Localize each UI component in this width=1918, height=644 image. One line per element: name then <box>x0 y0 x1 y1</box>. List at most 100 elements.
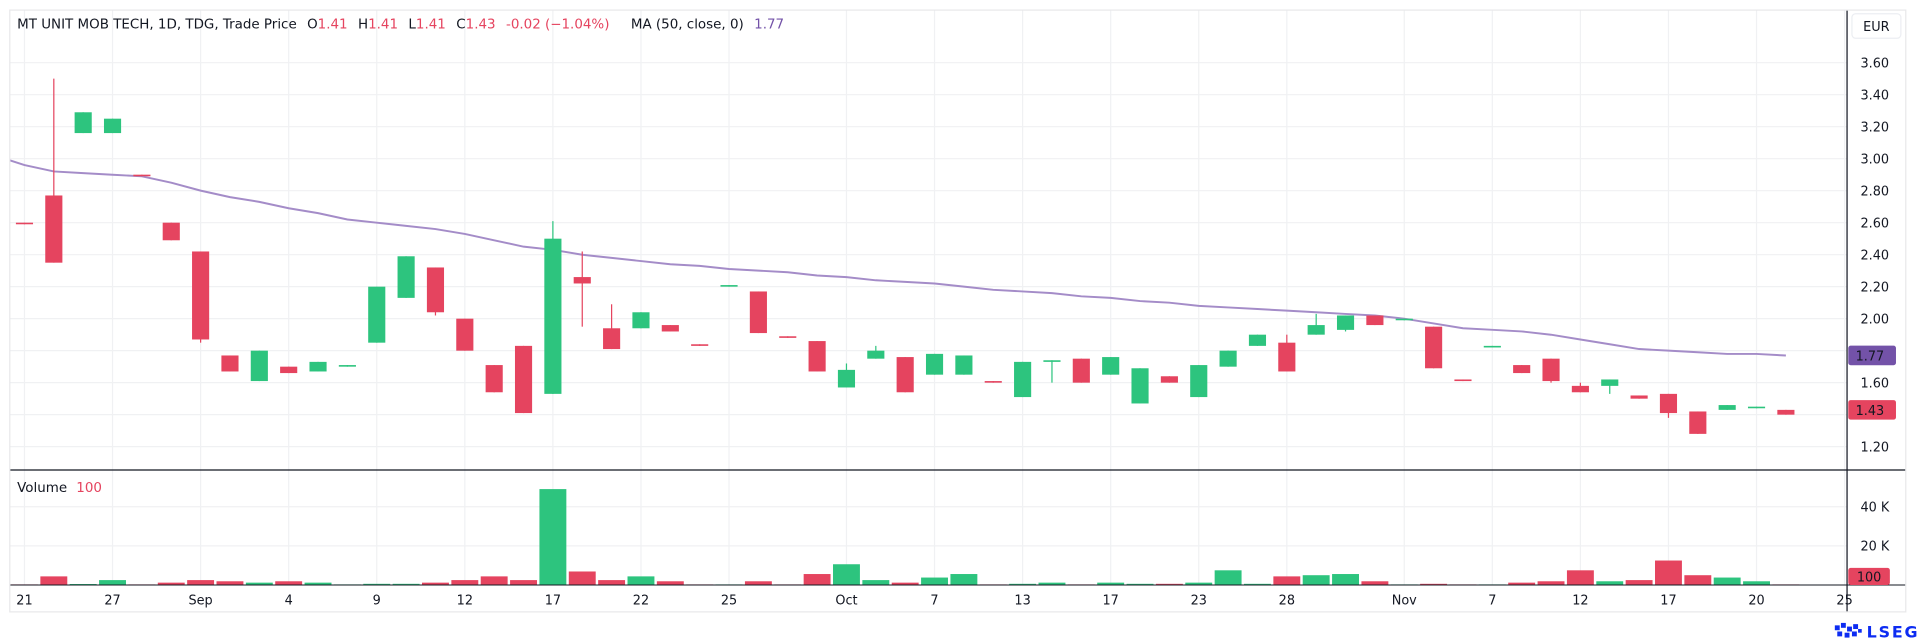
price-tick-label: 3.40 <box>1861 89 1890 104</box>
candle-body <box>280 366 298 374</box>
volume-bar <box>1566 570 1594 585</box>
time-tick-label: 9 <box>373 594 381 609</box>
ma-badge-bg <box>1848 345 1896 366</box>
ma-line <box>9 159 1786 357</box>
time-tick-label: Sep <box>189 594 213 609</box>
candle-body <box>808 341 826 372</box>
volume-bar <box>627 576 655 585</box>
low-value: 1.41 <box>416 17 446 32</box>
high-value: 1.41 <box>368 17 398 32</box>
volume-bar <box>568 571 596 585</box>
volume-bar <box>1038 582 1066 585</box>
time-tick-label: 23 <box>1191 594 1207 609</box>
price-tick-label: 3.60 <box>1861 57 1890 72</box>
candle-body <box>1219 350 1237 367</box>
candle-body <box>1689 411 1707 434</box>
volume-bar <box>99 580 126 585</box>
ma-layer <box>9 159 1786 357</box>
price-tick-label: 3.20 <box>1861 121 1890 136</box>
candle-body <box>837 369 856 388</box>
candle-body <box>1718 405 1736 410</box>
time-tick-label: 12 <box>457 594 473 609</box>
grid-lines <box>9 10 1848 585</box>
close-value: 1.43 <box>466 17 496 32</box>
price-tick-label: 2.60 <box>1861 217 1890 232</box>
candle-body <box>192 251 210 340</box>
candle-body <box>720 285 738 287</box>
last-price-badge: 1.43 <box>1848 400 1896 420</box>
time-tick-label: 13 <box>1014 594 1030 609</box>
candle-body <box>1190 365 1208 398</box>
volume-bar <box>1508 582 1536 585</box>
price-tick-label: 1.20 <box>1861 441 1890 456</box>
candle-body <box>1542 358 1560 382</box>
time-tick-label: 7 <box>930 594 938 609</box>
volume-bar <box>1009 583 1037 585</box>
change-value: -0.02 (−1.04%) <box>506 17 609 32</box>
volume-badge: 100 <box>1848 567 1890 585</box>
volume-bars-layer <box>11 489 1800 586</box>
candle-body <box>1513 365 1531 374</box>
candle-body <box>544 238 562 394</box>
time-tick-label: 7 <box>1488 594 1496 609</box>
candle-body <box>338 365 356 367</box>
time-tick-label: 21 <box>16 594 32 609</box>
candle-body <box>1571 385 1589 393</box>
candle-body <box>779 336 797 338</box>
time-tick-label: Nov <box>1392 594 1417 609</box>
price-tick-label: 3.00 <box>1861 153 1890 168</box>
time-tick-label: 27 <box>104 594 120 609</box>
volume-bar <box>1332 574 1359 585</box>
time-tick-label: 22 <box>633 594 649 609</box>
candle-body <box>309 361 327 372</box>
candle-body <box>1425 326 1443 369</box>
candle-body <box>1777 409 1795 415</box>
time-tick-label: Oct <box>835 594 857 609</box>
volume-value: 100 <box>76 481 102 496</box>
volume-bar <box>451 580 479 585</box>
volume-bar <box>187 580 215 585</box>
volume-bar <box>1097 582 1125 585</box>
volume-bar <box>363 583 391 585</box>
candle-body <box>573 277 591 284</box>
volume-bar <box>891 582 919 585</box>
candle-body <box>749 291 767 334</box>
candle-body <box>955 355 973 375</box>
candle-body <box>250 350 268 382</box>
price-tick-label: 2.40 <box>1861 249 1890 264</box>
volume-bar <box>539 489 567 585</box>
volume-bar <box>833 564 860 585</box>
candle-body <box>1160 376 1178 383</box>
candle-body <box>1102 357 1120 375</box>
time-tick-label: 17 <box>1660 594 1676 609</box>
volume-bar <box>480 576 508 585</box>
ma-legend-label[interactable]: MA (50, close, 0) <box>631 17 744 32</box>
candle-body <box>1043 360 1061 362</box>
volume-bar <box>1273 576 1301 585</box>
volume-bar <box>1214 570 1242 585</box>
candle-body <box>15 222 34 225</box>
currency-button[interactable]: EUR <box>1851 13 1902 39</box>
open-label: O <box>307 17 318 32</box>
candle-body <box>1601 379 1619 386</box>
time-tick-label: 17 <box>1103 594 1119 609</box>
candle-body <box>133 174 151 177</box>
candle-body <box>1336 315 1355 330</box>
low-label: L <box>408 17 416 32</box>
candle-body <box>1307 325 1325 335</box>
last-price-badge-bg <box>1848 400 1896 420</box>
volume-bar <box>598 580 626 585</box>
high-label: H <box>358 17 368 32</box>
volume-bar <box>656 581 684 585</box>
candle-body <box>1630 395 1648 399</box>
candle-body <box>456 318 474 351</box>
candle-body <box>45 195 63 263</box>
candle-body <box>514 345 533 414</box>
candle-body <box>74 112 92 134</box>
time-tick-label: 28 <box>1279 594 1295 609</box>
volume-legend[interactable]: Volume 100 <box>17 481 102 496</box>
currency-button-bg <box>1851 13 1902 39</box>
time-tick-label: 25 <box>721 594 737 609</box>
